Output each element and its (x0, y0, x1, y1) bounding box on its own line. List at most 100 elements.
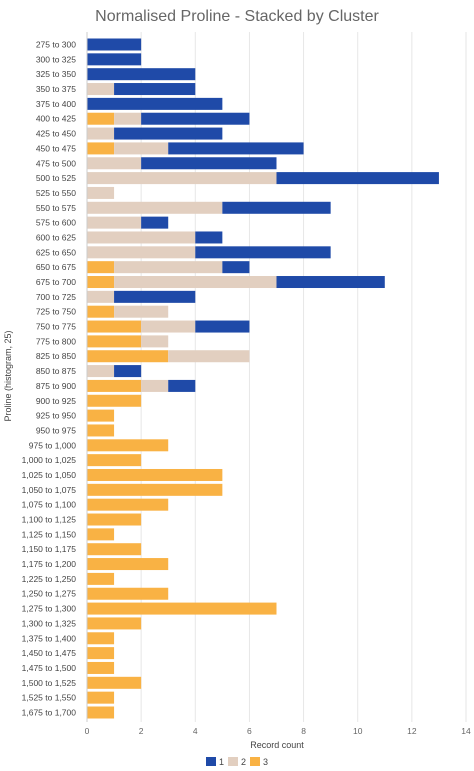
bar-segment-cluster-3 (87, 394, 142, 407)
bar-segment-cluster-1 (222, 201, 331, 214)
bar-segment-cluster-1 (195, 246, 331, 259)
bar-segment-cluster-2 (87, 83, 115, 96)
x-tick-label: 8 (301, 726, 306, 736)
bar-segment-cluster-3 (87, 528, 115, 541)
category-label: 975 to 1,000 (29, 440, 77, 450)
legend-swatch-cluster-3 (250, 757, 260, 766)
bar-segment-cluster-3 (87, 350, 169, 363)
category-label: 1,375 to 1,400 (22, 633, 77, 643)
bar-segment-cluster-1 (114, 127, 223, 140)
bar-segment-cluster-2 (87, 172, 277, 185)
category-label: 1,175 to 1,200 (22, 559, 77, 569)
category-label: 425 to 450 (36, 129, 76, 139)
bar-segment-cluster-1 (195, 231, 223, 244)
category-label: 1,500 to 1,525 (22, 678, 77, 688)
bar-segment-cluster-3 (87, 558, 169, 571)
bar-segment-cluster-2 (87, 231, 196, 244)
bar-segment-cluster-2 (114, 261, 223, 274)
bar-segment-cluster-1 (87, 53, 142, 66)
bar-segment-cluster-1 (87, 68, 196, 81)
category-label: 1,050 to 1,075 (22, 485, 77, 495)
category-label: 325 to 350 (36, 69, 76, 79)
category-label: 475 to 500 (36, 158, 76, 168)
category-label: 775 to 800 (36, 336, 76, 346)
category-label: 1,100 to 1,125 (22, 515, 77, 525)
category-label: 1,025 to 1,050 (22, 470, 77, 480)
category-label: 350 to 375 (36, 84, 76, 94)
x-tick-label: 12 (407, 726, 417, 736)
category-label: 675 to 700 (36, 277, 76, 287)
bar-segment-cluster-3 (87, 498, 169, 511)
bar-segment-cluster-1 (168, 379, 196, 392)
bar-segment-cluster-1 (141, 157, 277, 170)
x-tick-labels: 0 2 4 6 8 10 12 14 (85, 726, 471, 736)
category-label: 625 to 650 (36, 247, 76, 257)
category-label: 1,475 to 1,500 (22, 663, 77, 673)
bar-segment-cluster-3 (87, 691, 115, 704)
bar-segment-cluster-2 (141, 320, 196, 333)
bar-segment-cluster-2 (114, 276, 277, 289)
bar-segment-cluster-3 (87, 676, 142, 689)
category-label: 1,275 to 1,300 (22, 604, 77, 614)
bar-segment-cluster-2 (87, 216, 142, 229)
bar-segment-cluster-3 (87, 424, 115, 437)
legend: 1 2 3 (206, 757, 268, 767)
bar-segment-cluster-2 (114, 142, 169, 155)
category-label: 750 to 775 (36, 322, 76, 332)
legend-label-cluster-1: 1 (219, 757, 224, 767)
bar-segment-cluster-3 (87, 513, 142, 526)
bar-segment-cluster-3 (87, 706, 115, 719)
bar-segment-cluster-1 (276, 172, 439, 185)
bar-segment-cluster-2 (87, 246, 196, 259)
bar-segment-cluster-1 (195, 320, 250, 333)
category-label: 725 to 750 (36, 307, 76, 317)
chart-title: Normalised Proline - Stacked by Cluster (95, 8, 379, 25)
bar-segment-cluster-3 (87, 276, 115, 289)
bar-segment-cluster-3 (87, 335, 142, 348)
bar-segment-cluster-1 (87, 97, 223, 110)
x-tick-label: 14 (461, 726, 471, 736)
bar-segment-cluster-2 (141, 335, 169, 348)
bar-segment-cluster-2 (87, 365, 115, 378)
category-label: 1,125 to 1,150 (22, 529, 77, 539)
bar-segment-cluster-1 (141, 112, 250, 125)
bar-segment-cluster-1 (141, 216, 169, 229)
bar-segment-cluster-2 (114, 305, 169, 318)
category-label: 400 to 425 (36, 114, 76, 124)
y-axis-label: Proline (histogram, 25) (3, 330, 13, 421)
bar-segment-cluster-3 (87, 632, 115, 645)
category-label: 1,225 to 1,250 (22, 574, 77, 584)
bar-segment-cluster-3 (87, 468, 223, 481)
legend-swatch-cluster-2 (228, 757, 238, 766)
bar-segment-cluster-3 (87, 142, 115, 155)
category-labels: 275 to 300 300 to 325 325 to 350 350 to 375… (22, 40, 77, 718)
category-label: 1,075 to 1,100 (22, 500, 77, 510)
legend-label-cluster-3: 3 (263, 757, 268, 767)
category-label: 1,450 to 1,475 (22, 648, 77, 658)
category-label: 375 to 400 (36, 99, 76, 109)
bar-segment-cluster-1 (222, 261, 250, 274)
category-label: 700 to 725 (36, 292, 76, 302)
bar-segment-cluster-1 (114, 365, 142, 378)
bar-segment-cluster-2 (87, 157, 142, 170)
bar-segment-cluster-1 (114, 83, 196, 96)
x-tick-label: 2 (139, 726, 144, 736)
bar-segment-cluster-3 (87, 439, 169, 452)
x-tick-label: 0 (85, 726, 90, 736)
legend-label-cluster-2: 2 (241, 757, 246, 767)
bar-segment-cluster-3 (87, 261, 115, 274)
bar-segment-cluster-2 (141, 379, 169, 392)
category-label: 1,150 to 1,175 (22, 544, 77, 554)
bar-segment-cluster-2 (87, 201, 223, 214)
bar-segment-cluster-3 (87, 543, 142, 556)
category-label: 500 to 525 (36, 173, 76, 183)
bar-segment-cluster-2 (114, 112, 142, 125)
bar-segment-cluster-2 (87, 127, 115, 140)
category-label: 550 to 575 (36, 203, 76, 213)
category-label: 1,300 to 1,325 (22, 618, 77, 628)
category-label: 1,250 to 1,275 (22, 589, 77, 599)
x-axis-label: Record count (250, 740, 304, 750)
bars (87, 38, 439, 719)
category-label: 850 to 875 (36, 366, 76, 376)
